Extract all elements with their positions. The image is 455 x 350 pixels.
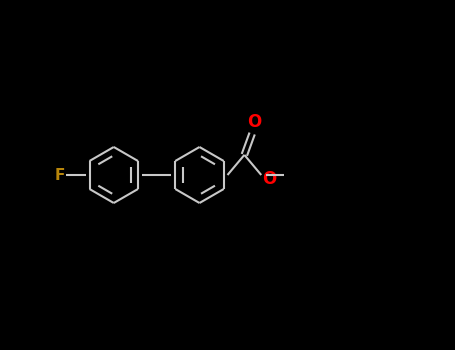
Text: F: F xyxy=(55,168,65,182)
Text: O: O xyxy=(262,169,277,188)
Text: O: O xyxy=(247,113,261,131)
